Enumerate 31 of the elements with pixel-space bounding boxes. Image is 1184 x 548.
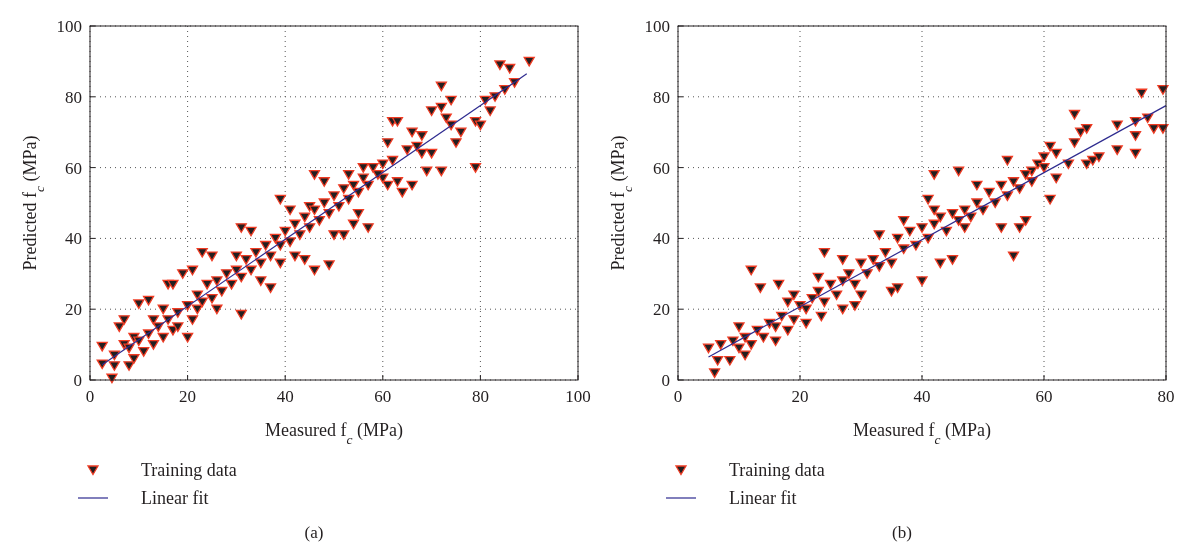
legend-label: Linear fit [729, 488, 797, 508]
x-tick-label: 60 [1035, 387, 1053, 406]
x-tick-label: 20 [791, 387, 809, 406]
y-tick-label: 20 [653, 300, 670, 320]
y-tick-label: 0 [661, 371, 670, 390]
y-tick-label: 80 [65, 87, 82, 107]
y-tick-label: 40 [65, 229, 82, 249]
legend-label: Training data [729, 460, 825, 480]
x-tick-label: 60 [374, 387, 392, 406]
y-tick-label: 80 [653, 87, 670, 107]
legend-label: Linear fit [141, 488, 209, 508]
x-axis-title: Measured f$_{c}$ (MPa) [265, 420, 403, 447]
y-tick-label: 100 [56, 17, 82, 36]
y-tick-label: 60 [65, 158, 82, 178]
x-tick-label: 100 [565, 387, 591, 406]
x-tick-label: 40 [913, 387, 931, 406]
y-tick-label: 0 [73, 371, 82, 390]
x-tick-label: 20 [179, 387, 197, 406]
x-tick-label: 40 [276, 387, 294, 406]
y-tick-label: 100 [644, 17, 670, 36]
x-tick-label: 0 [673, 387, 683, 406]
x-tick-label: 80 [471, 387, 489, 406]
y-tick-label: 20 [65, 300, 82, 320]
x-tick-label: 0 [85, 387, 95, 406]
x-axis-title: Measured f$_{c}$ (MPa) [853, 420, 991, 447]
text: (a) [304, 523, 324, 542]
legend-label: Training data [141, 460, 237, 480]
y-tick-label: 40 [653, 229, 670, 249]
x-tick-label: 80 [1157, 387, 1175, 406]
y-tick-label: 60 [653, 158, 670, 178]
text: (b) [892, 523, 912, 542]
